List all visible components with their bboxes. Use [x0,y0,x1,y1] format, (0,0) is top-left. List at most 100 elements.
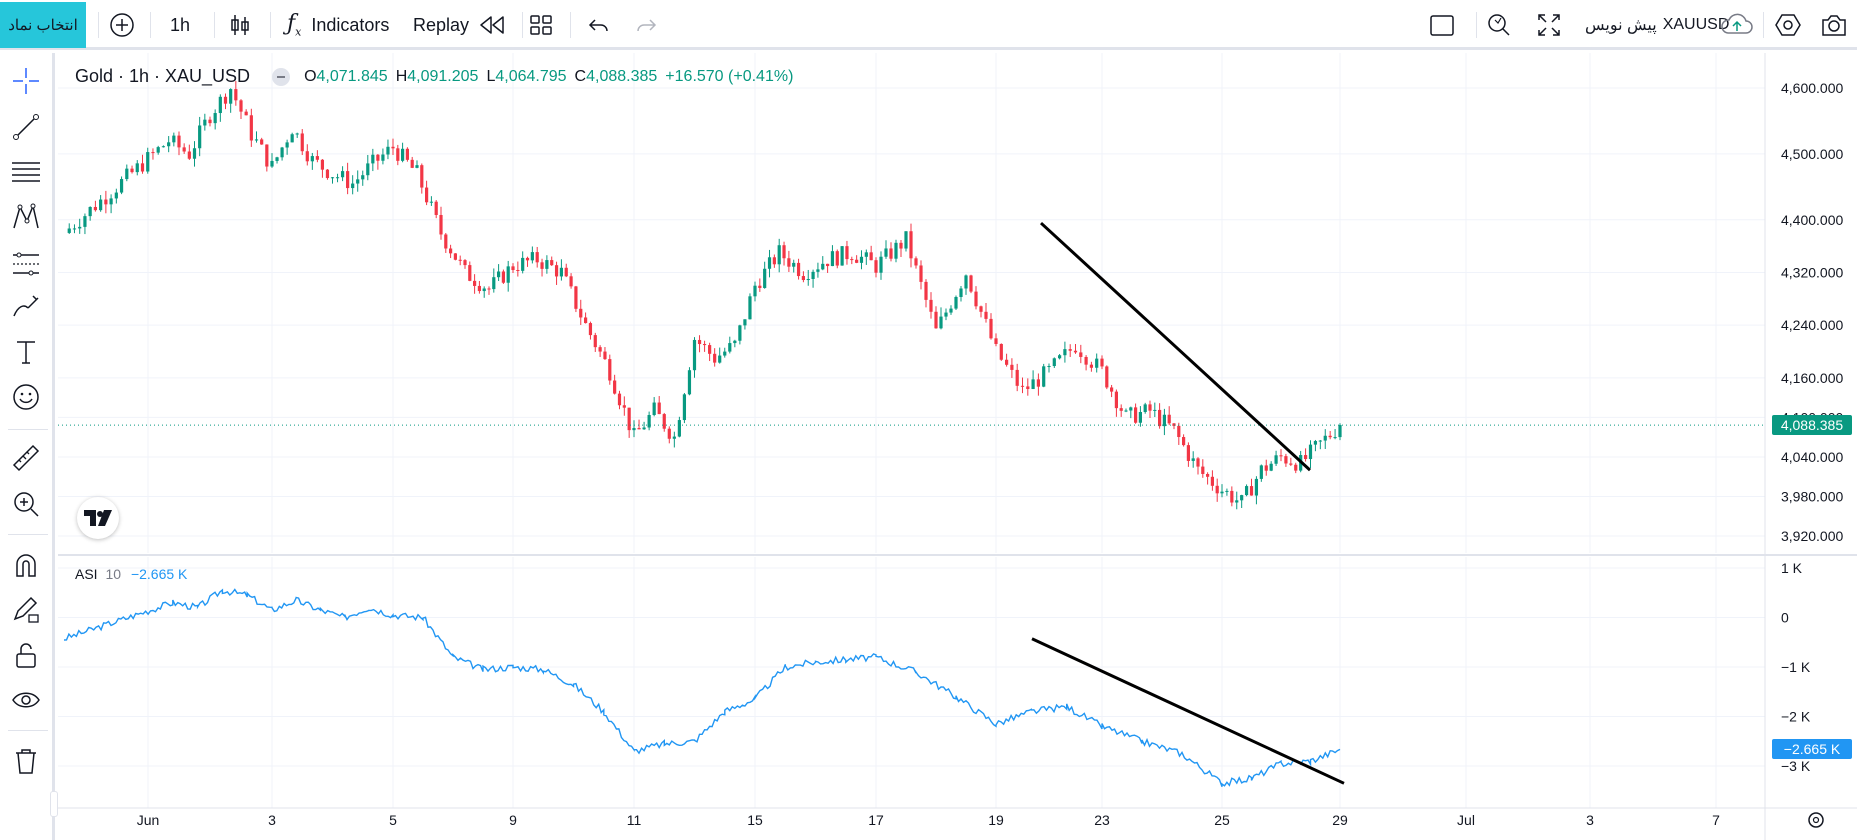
zoom-tool[interactable] [8,486,44,522]
measure-tool[interactable] [8,440,44,476]
candle-body [140,163,145,172]
candle-body [501,271,505,283]
quick-search-button[interactable] [1486,0,1512,50]
candle-body [627,407,631,431]
candle-body [208,119,212,124]
draft-name[interactable]: پیش نویس XAUUSD [1585,0,1729,50]
symbol-search-button[interactable]: انتخاب نماد [0,2,86,48]
time-tick-label: 23 [1094,812,1110,828]
candle-body [114,192,118,199]
candle-body [391,146,395,149]
candle-body [816,269,820,272]
interval-button[interactable]: 1h [170,14,191,35]
indicators-button[interactable]: ƒx Indicators [287,0,389,50]
trendline-icon [13,114,39,140]
candle-body [579,308,583,318]
replay-button[interactable]: Replay [413,0,507,50]
legend-toggle-icon[interactable] [272,67,291,86]
candle-body [1110,387,1114,392]
candle-body [859,256,864,263]
candle-body [1089,364,1093,368]
add-symbol-button[interactable] [108,0,136,50]
stay-in-drawing-mode[interactable] [8,592,44,628]
forecast-icon [13,252,39,276]
candle-body [88,206,92,217]
candle-body [109,198,113,205]
candle-body [1153,409,1157,411]
asi-legend[interactable]: ASI 10 −2.665 K [75,566,187,582]
candle-body [1196,458,1200,467]
snapshot-button[interactable] [1820,0,1848,50]
chart-type-button[interactable] [228,0,252,50]
trash-icon [16,749,36,774]
save-cloud-button[interactable] [1720,0,1754,50]
candle-body [99,199,103,211]
candle-body [458,259,462,261]
remove-drawings[interactable] [8,743,44,779]
collapse-toolbar-handle[interactable] [50,791,58,817]
brush-tool[interactable] [8,289,44,325]
candle-body [718,355,722,363]
candle-body [1158,409,1162,427]
candle-body [356,179,360,184]
candle-body [295,133,299,135]
candle-body [954,296,958,309]
candle-body [1259,465,1263,479]
candle-body [130,168,134,173]
magnet-tool[interactable] [8,547,44,583]
candle-body [1084,356,1088,365]
crosshair-tool[interactable] [8,63,44,99]
undo-button[interactable] [587,0,611,50]
low-value: 4,064.795 [495,67,567,85]
candle-body [167,142,171,147]
time-tick-label: 9 [509,812,517,828]
lock-drawings[interactable] [8,637,44,673]
tradingview-logo[interactable] [77,497,119,539]
candle-body [642,427,646,430]
time-axis-settings-icon[interactable] [1808,812,1824,828]
series-title[interactable]: Gold · 1h · XAU_USD [75,66,251,86]
candle-body [899,242,903,249]
rectangle-tool-button[interactable] [1429,0,1455,50]
trendline-tool[interactable] [8,109,44,145]
candle-body [1201,466,1205,474]
candle-body [477,285,481,292]
candle-body [401,148,405,161]
indicators-label: Indicators [311,14,390,35]
candle-body [340,171,345,178]
candle-body [1206,473,1210,477]
forecast-tool[interactable] [8,244,44,280]
high-label: H [395,67,408,85]
price-tick-label: 4,400.000 [1781,212,1843,228]
hide-drawings[interactable] [8,682,44,718]
candle-body [525,257,530,261]
drawing-toolbar [0,53,58,840]
candle-body [229,89,233,104]
layouts-button[interactable] [529,0,553,50]
brush-icon [13,295,39,317]
candle-body [104,199,108,205]
replay-label: Replay [413,14,470,35]
redo-button[interactable] [634,0,658,50]
candle-body [1020,385,1025,387]
candle-body [146,152,150,172]
fullscreen-button[interactable] [1536,0,1562,50]
price-candles [67,81,1342,510]
fib-tool[interactable] [8,154,44,190]
asi-tick-label: 1 K [1781,560,1803,576]
emoji-tool[interactable] [8,379,44,415]
candle-body [72,228,77,230]
pattern-tool[interactable] [8,199,44,235]
candle-body [223,96,228,104]
candle-body [999,343,1003,360]
time-tick-label: 3 [1586,812,1594,828]
price-trendline [1039,221,1312,472]
settings-button[interactable] [1774,0,1802,50]
candle-body [315,156,319,160]
text-tool[interactable] [8,334,44,370]
candle-body [826,263,830,267]
close-label: C [574,67,587,85]
candle-body [697,339,702,345]
candle-body [687,370,692,395]
